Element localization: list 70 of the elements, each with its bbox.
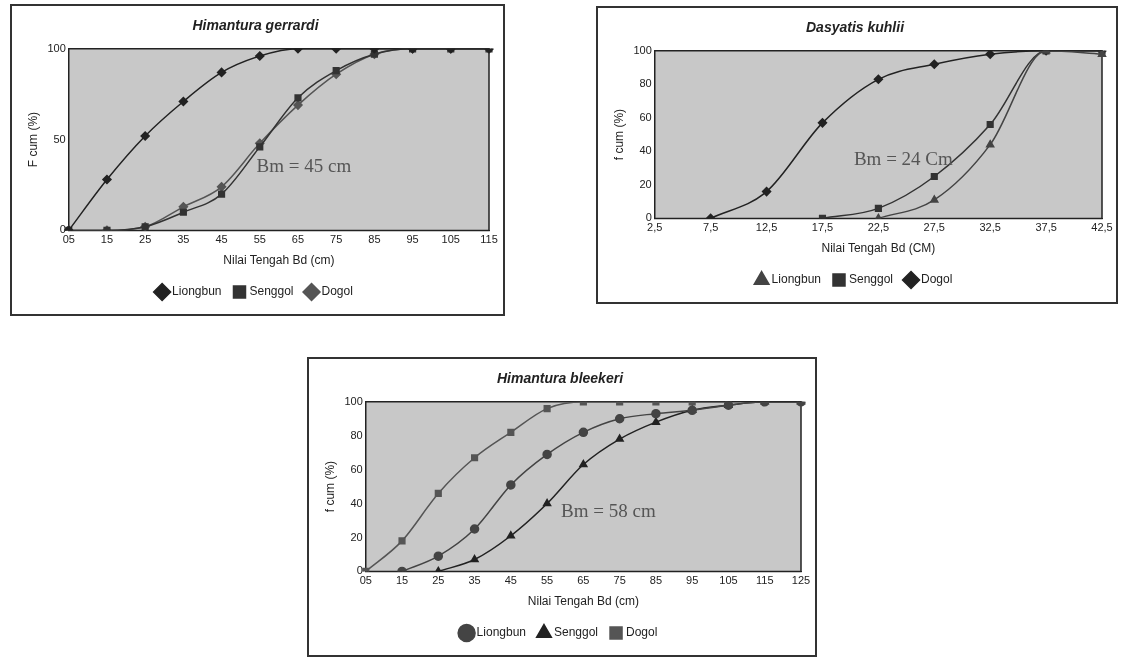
annotation: Bm = 58 cm [561,500,656,522]
x-tick-label: 95 [406,233,419,246]
y-tick-label: 20 [639,177,652,190]
y-tick-label: 20 [350,530,363,543]
legend-label: Senggol [849,272,894,287]
legend-label: Liongbun [771,272,821,287]
x-tick-label: 37,5 [1035,221,1057,234]
x-tick-label: 105 [441,233,460,246]
x-tick-label: 17,5 [811,221,834,234]
x-tick-label: 75 [330,233,343,246]
legend-label: Liongbun [476,625,526,640]
x-tick-label: 15 [395,574,409,587]
y-tick-label: 0 [59,223,66,236]
x-tick-label: 75 [613,574,626,587]
x-tick-label: 55 [540,574,554,587]
x-tick-label: 105 [719,574,738,587]
chart-title: Himantura bleekeri [496,370,625,387]
y-tick-label: 0 [645,211,652,224]
y-axis-title: f cum (%) [322,460,337,513]
y-tick-label: 60 [350,462,363,475]
y-tick-label: 100 [633,43,652,56]
x-tick-label: 95 [686,574,699,587]
y-tick-label: 0 [356,564,363,577]
x-tick-label: 42,5 [1091,221,1113,234]
y-tick-label: 40 [639,144,652,157]
y-tick-label: 100 [47,41,66,54]
y-tick-label: 100 [344,394,363,407]
legend-label: Senggol [249,284,294,299]
x-tick-label: 85 [368,233,381,246]
x-tick-label: 85 [649,574,663,587]
legend-label: Liongbun [172,284,222,299]
x-axis-title: Nilai Tengah Bd (cm) [527,594,639,609]
x-tick-label: 55 [253,233,266,246]
x-tick-label: 125 [791,574,811,587]
x-tick-label: 25 [432,574,445,587]
chart-title: Himantura gerrardi [192,17,320,34]
x-axis-title: Nilai Tengah Bd (CM) [821,241,936,256]
x-tick-label: 65 [291,233,305,246]
legend-label: Dogol [321,284,353,299]
x-tick-label: 45 [215,233,228,246]
x-tick-label: 25 [139,233,152,246]
y-tick-label: 80 [639,77,652,90]
x-tick-label: 35 [468,574,481,587]
chart-title: Dasyatis kuhlii [805,19,906,36]
x-tick-label: 115 [755,574,774,587]
legend-label: Dogol [626,625,658,640]
y-axis-title: f cum (%) [611,108,626,161]
x-tick-label: 15 [100,233,114,246]
legend-label: Dogol [921,272,953,287]
x-tick-label: 05 [359,574,372,587]
annotation: Bm = 24 Cm [853,147,954,169]
y-tick-label: 40 [350,496,363,509]
x-tick-label: 22,5 [867,221,890,234]
x-tick-label: 35 [177,233,190,246]
x-tick-label: 27,5 [923,221,945,234]
x-tick-label: 115 [480,233,498,246]
x-tick-label: 45 [504,574,517,587]
x-tick-label: 05 [62,233,75,246]
x-tick-label: 7,5 [703,221,719,234]
x-tick-label: 65 [577,574,590,587]
legend-label: Senggol [554,625,599,640]
x-tick-label: 12,5 [755,221,778,234]
x-tick-label: 2,5 [647,221,663,234]
annotation: Bm = 45 cm [256,154,352,176]
x-axis-title: Nilai Tengah Bd (cm) [223,253,335,268]
y-tick-label: 50 [53,132,66,145]
y-axis-title: F cum (%) [25,111,40,168]
y-tick-label: 60 [639,110,652,123]
y-tick-label: 80 [350,428,363,441]
x-tick-label: 32,5 [979,221,1001,234]
